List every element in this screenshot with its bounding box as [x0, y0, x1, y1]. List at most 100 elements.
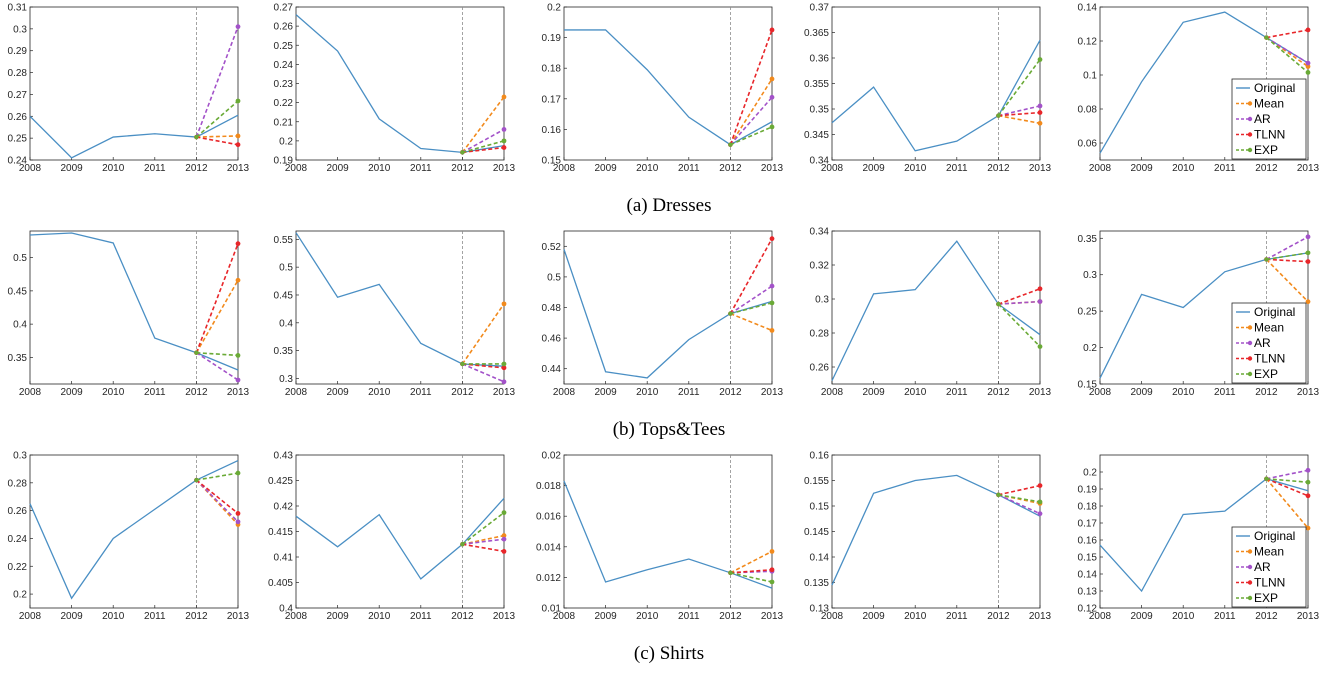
series-tlnn-line [998, 288, 1041, 305]
y-tick-label: 0.19 [274, 156, 294, 167]
series-tlnn-line [730, 568, 773, 574]
x-tick-label: 2013 [761, 163, 784, 174]
series-mean-point [1305, 64, 1311, 69]
legend-marker-mean [1247, 325, 1253, 330]
y-tick-label: 0.25 [8, 134, 28, 145]
x-tick-label: 2009 [1130, 163, 1153, 174]
series-ar-point [769, 94, 775, 100]
series-mean-line [461, 96, 505, 153]
series-ar-point [1305, 234, 1311, 240]
x-tick-label: 2010 [368, 387, 391, 398]
y-tick-label: 0.08 [1078, 105, 1098, 116]
series-original-line [831, 240, 1041, 381]
caption-dresses: (a) Dresses [626, 195, 712, 216]
series-tlnn-line [195, 479, 239, 515]
chart-dresses-1: 2008 2009 2010 2011 2012 2013 0.24 0.25 0.26 0.27… [8, 3, 250, 175]
plot-frame [295, 454, 505, 609]
series-ar-point [235, 377, 241, 383]
chart-shirts-1: 2008 2009 2010 2011 2012 2013 0.2 0.22 0.24 0.26 0… [8, 451, 250, 623]
x-tick-label: 2010 [102, 163, 125, 174]
x-tick-label: 2010 [636, 163, 659, 174]
y-tick-label: 0.17 [1078, 519, 1098, 530]
y-tick-label: 0.16 [810, 451, 830, 462]
series-exp-origin-point [728, 570, 733, 576]
series-ar-point [501, 126, 507, 132]
y-tick-label: 0.31 [8, 3, 28, 14]
series-tlnn-line [462, 543, 505, 553]
legend-box [1231, 78, 1307, 160]
y-tick-label: 0.22 [274, 98, 294, 109]
series-exp-line [997, 59, 1041, 117]
series-exp-point [1037, 57, 1043, 62]
series-ar-line [1265, 36, 1309, 64]
x-tick-label: 2010 [368, 163, 391, 174]
y-tick-label: 0.34 [810, 227, 830, 238]
series-exp-origin-point [460, 361, 465, 367]
chart-tops-tees-1: 2008 2009 2010 2011 2012 2013 0.35 0.4 0.45 0.5 [8, 230, 250, 398]
y-tick-label: 0.1 [1083, 71, 1097, 82]
chart-tops-tees-4: 2008 2009 2010 2011 2012 2013 0.26 0.28 0.3 0.32 0… [810, 227, 1052, 399]
y-tick-label: 0.2 [1083, 343, 1097, 354]
series-exp-line [1265, 36, 1309, 74]
x-tick-label: 2010 [102, 387, 125, 398]
x-tick-label: 2008 [19, 163, 42, 174]
y-tick-label: 0.37 [810, 3, 830, 14]
y-tick-label: 0.2 [547, 3, 561, 14]
legend-marker-tlnn [1247, 356, 1253, 361]
legend-label-exp: EXP [1254, 143, 1278, 157]
series-ar-point [235, 519, 241, 525]
x-tick-label: 2012 [185, 387, 208, 398]
series-ar-line [462, 128, 505, 154]
x-tick-label: 2011 [144, 387, 166, 398]
series-ar-line [195, 352, 239, 381]
y-tick-label: 0.26 [274, 22, 294, 33]
plot-frame [563, 230, 773, 385]
series-tlnn-line [196, 136, 239, 146]
y-tick-label: 0.43 [274, 451, 294, 462]
y-tick-label: 0.2 [13, 590, 27, 601]
series-mean-point [1037, 120, 1043, 126]
x-tick-label: 2009 [1130, 611, 1153, 622]
y-tick-label: 0.3 [1083, 270, 1097, 281]
series-exp-point [769, 124, 775, 130]
x-tick-label: 2008 [285, 163, 308, 174]
x-tick-label: 2008 [821, 163, 844, 174]
series-exp-origin-point [1264, 35, 1269, 40]
x-tick-label: 2010 [904, 163, 927, 174]
x-tick-label: 2011 [946, 163, 968, 174]
chart-tops-tees-2: 2008 2009 2010 2011 2012 2013 0.3 0.35 0.4 0.45 0.… [274, 230, 516, 398]
y-tick-label: 0.23 [274, 79, 294, 90]
series-exp-point [1037, 499, 1043, 505]
series-mean-line [196, 135, 239, 138]
legend-label-ar: AR [1254, 112, 1271, 126]
y-tick-label: 0.17 [542, 94, 562, 105]
x-tick-label: 2011 [678, 163, 700, 174]
series-tlnn-point [769, 567, 775, 573]
y-tick-label: 0.25 [1078, 307, 1098, 318]
y-tick-label: 0.3 [815, 295, 829, 306]
series-tlnn-point [501, 365, 507, 371]
y-tick-label: 0.155 [804, 476, 829, 487]
series-mean-line [195, 279, 239, 354]
series-original-line [831, 39, 1041, 152]
y-tick-label: 0.55 [274, 235, 294, 246]
y-tick-label: 0.15 [1078, 380, 1098, 391]
y-tick-label: 0.405 [268, 578, 293, 589]
series-tlnn-point [501, 548, 507, 554]
x-tick-label: 2009 [594, 387, 617, 398]
series-exp-origin-point [194, 477, 199, 483]
series-exp-point [1305, 70, 1311, 75]
series-tlnn-point [235, 142, 241, 148]
series-ar-point [235, 24, 241, 30]
x-tick-label: 2012 [987, 387, 1010, 398]
y-tick-label: 0.32 [810, 261, 830, 272]
y-tick-label: 0.41 [274, 553, 294, 564]
legend-label-tlnn: TLNN [1254, 352, 1285, 366]
y-tick-label: 0.3 [279, 374, 293, 385]
y-tick-label: 0.35 [810, 105, 830, 116]
legend-marker-mean [1247, 549, 1253, 554]
x-tick-label: 2012 [719, 611, 742, 622]
legend-label-original: Original [1254, 305, 1295, 319]
x-tick-label: 2013 [493, 163, 516, 174]
